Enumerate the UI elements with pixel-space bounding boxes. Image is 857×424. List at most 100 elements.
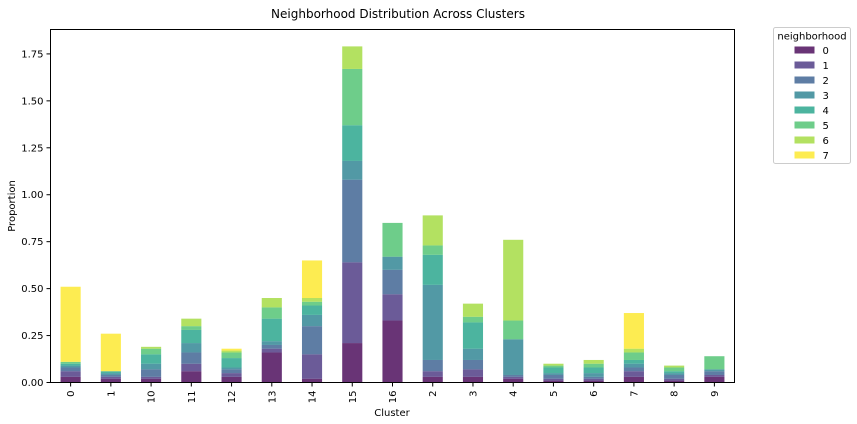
bar-segment-6-1 xyxy=(583,378,604,381)
x-tick-label: 1 xyxy=(106,391,117,397)
bar-segment-4-6 xyxy=(503,239,524,321)
bar-segment-12-3 xyxy=(221,367,242,370)
bar-segment-5-5 xyxy=(543,365,564,368)
x-tick-label: 6 xyxy=(589,391,600,397)
bar-segment-16-5 xyxy=(382,222,403,257)
bar-segment-0-2 xyxy=(60,367,81,372)
bar-segment-7-6 xyxy=(623,348,644,353)
bar-segment-1-7 xyxy=(100,333,121,372)
legend-label-6: 6 xyxy=(823,136,829,147)
legend-label-3: 3 xyxy=(823,91,829,102)
bar-segment-14-2 xyxy=(301,326,323,355)
x-tick-label: 7 xyxy=(629,391,640,397)
bar-segment-1-2 xyxy=(100,374,121,377)
bar-stacks xyxy=(60,46,725,383)
bar-segment-10-0 xyxy=(141,378,162,383)
y-tick-label: 1.00 xyxy=(21,190,43,201)
bar-segment-7-5 xyxy=(623,352,644,360)
bar-segment-7-0 xyxy=(623,376,644,383)
bar-segment-8-2 xyxy=(664,374,685,379)
bar-segment-14-0 xyxy=(301,378,323,383)
y-tick-label: 1.25 xyxy=(21,143,43,154)
bar-segment-3-0 xyxy=(462,376,484,383)
bar-segment-11-2 xyxy=(181,352,202,364)
y-tick-label: 0.50 xyxy=(21,284,43,295)
x-axis-label: Cluster xyxy=(374,408,410,419)
x-tick-label: 5 xyxy=(549,391,560,397)
bar-segment-1-4 xyxy=(100,371,121,374)
bar-segment-6-0 xyxy=(583,380,604,383)
legend-label-0: 0 xyxy=(823,46,829,57)
bar-segment-2-0 xyxy=(422,376,443,383)
bar-segment-5-6 xyxy=(543,363,564,366)
bar-segment-8-3 xyxy=(664,373,685,375)
bar-segment-11-5 xyxy=(181,326,202,330)
bar-segment-2-5 xyxy=(422,245,443,255)
bar-segment-10-5 xyxy=(141,348,162,355)
legend-label-4: 4 xyxy=(823,106,829,117)
bar-segment-15-6 xyxy=(342,46,363,69)
bar-segment-13-5 xyxy=(261,307,282,319)
x-tick-label: 11 xyxy=(187,391,198,404)
x-tick-label: 13 xyxy=(267,391,278,404)
bar-segment-10-1 xyxy=(141,376,162,379)
x-tick-label: 14 xyxy=(308,391,319,404)
bar-segment-12-2 xyxy=(221,369,242,374)
bar-segment-15-2 xyxy=(342,179,363,263)
bar-segment-15-0 xyxy=(342,343,363,383)
bar-segment-8-6 xyxy=(664,365,685,368)
bar-segment-15-5 xyxy=(342,68,363,126)
x-tick-label: 9 xyxy=(710,391,721,397)
bar-segment-14-4 xyxy=(301,305,323,315)
y-tick-label: 0.00 xyxy=(21,378,43,389)
bar-segment-1-3 xyxy=(100,373,121,375)
bar-segment-0-1 xyxy=(60,371,81,377)
legend-swatch-0 xyxy=(794,46,815,54)
bar-segment-3-4 xyxy=(462,322,484,349)
bar-segment-5-2 xyxy=(543,374,564,379)
bar-segment-11-6 xyxy=(181,318,202,327)
bar-segment-10-2 xyxy=(141,369,162,377)
bar-segment-0-7 xyxy=(60,286,81,362)
bar-segment-13-1 xyxy=(261,348,282,353)
bar-segment-0-5 xyxy=(60,361,81,364)
bar-segment-9-2 xyxy=(704,371,725,375)
bar-segment-3-5 xyxy=(462,316,484,323)
x-tick-label: 0 xyxy=(66,391,77,397)
bar-segment-1-1 xyxy=(100,376,121,379)
bar-segment-8-4 xyxy=(664,371,685,374)
legend-swatch-5 xyxy=(794,121,815,129)
bar-segment-7-7 xyxy=(623,313,644,349)
x-tick-label: 15 xyxy=(348,391,359,404)
bar-segment-3-1 xyxy=(462,369,484,377)
legend-swatch-2 xyxy=(794,76,815,84)
x-tick-label: 8 xyxy=(670,391,681,397)
y-axis-label: Proportion xyxy=(7,180,18,232)
x-tick-label: 16 xyxy=(388,391,399,404)
bar-segment-12-1 xyxy=(221,373,242,377)
bar-segment-5-0 xyxy=(543,380,564,383)
bar-segment-7-1 xyxy=(623,371,644,377)
bar-segment-11-3 xyxy=(181,343,202,353)
bar-segment-13-4 xyxy=(261,318,282,342)
bar-segment-11-4 xyxy=(181,329,202,344)
bar-segment-10-6 xyxy=(141,346,162,349)
bar-segment-13-3 xyxy=(261,341,282,345)
legend-swatch-6 xyxy=(794,136,815,144)
legend: neighborhood 0 1 2 3 4 5 6 7 xyxy=(773,27,851,164)
x-tick-label: 4 xyxy=(509,391,520,397)
bar-segment-10-3 xyxy=(141,363,162,370)
x-tick-label: 12 xyxy=(227,391,238,404)
bar-segment-12-5 xyxy=(221,352,242,359)
legend-label-2: 2 xyxy=(823,76,829,87)
bar-segment-16-2 xyxy=(382,269,403,295)
bar-segment-8-5 xyxy=(664,367,685,372)
bar-segment-14-3 xyxy=(301,314,323,327)
bar-segment-9-5 xyxy=(704,356,725,370)
bar-segment-5-3 xyxy=(543,373,564,375)
bar-segment-2-4 xyxy=(422,254,443,285)
bar-segment-2-3 xyxy=(422,284,443,360)
bar-segment-3-6 xyxy=(462,303,484,317)
bar-segment-2-2 xyxy=(422,359,443,372)
